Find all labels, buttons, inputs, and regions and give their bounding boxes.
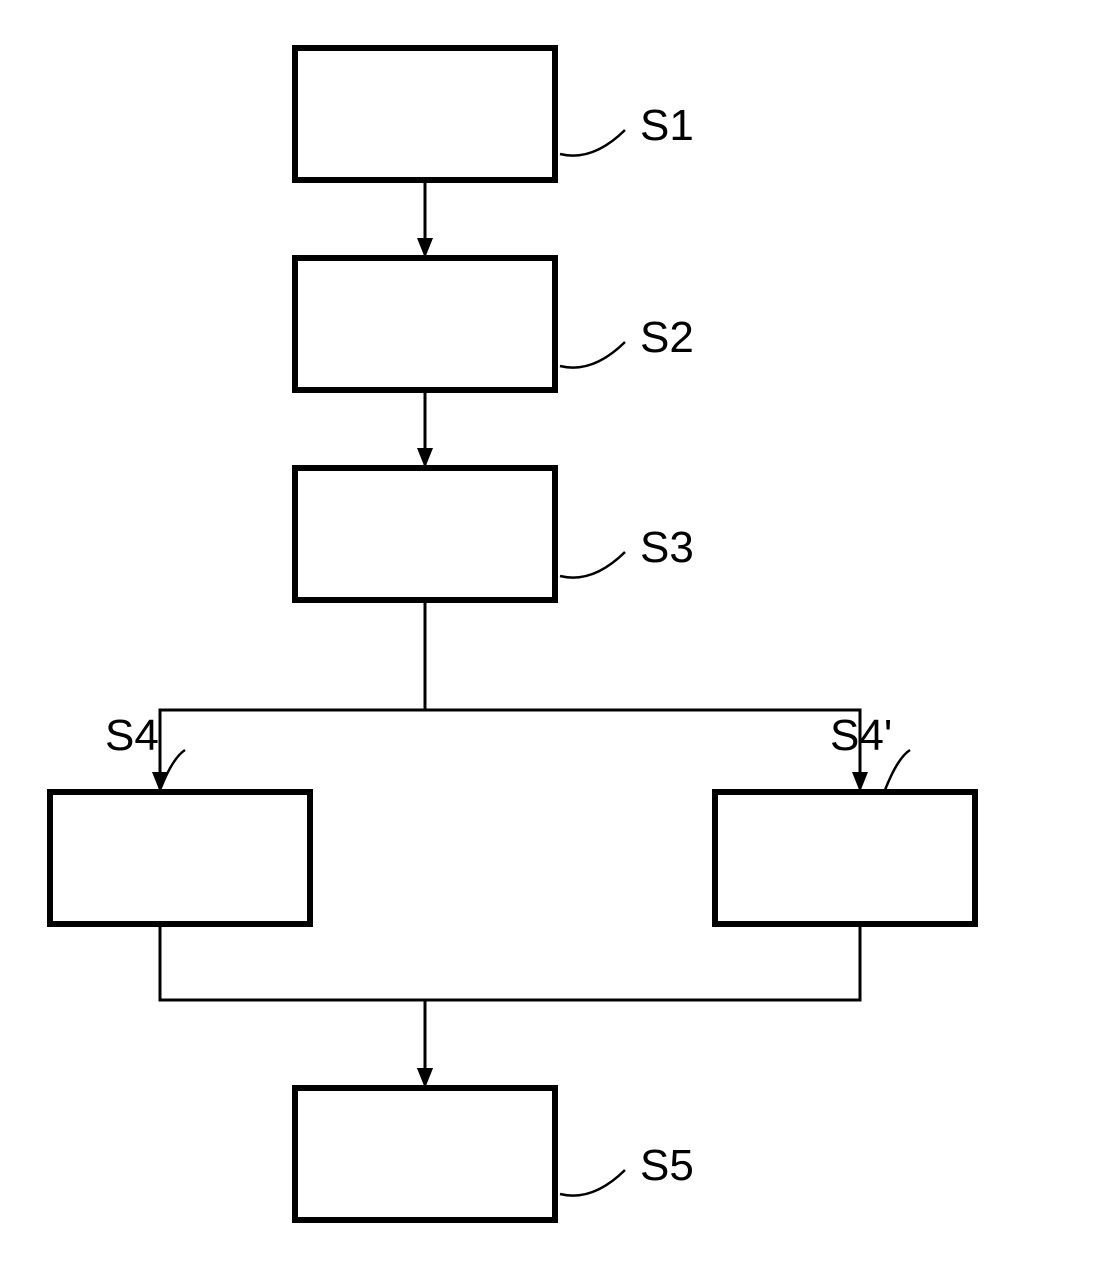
node-label-S4: S4: [105, 711, 159, 760]
flow-node-S4: [50, 792, 310, 924]
flow-node-S5: [295, 1088, 555, 1220]
edge-S3-S4: [160, 600, 425, 792]
leader-S2: [560, 342, 625, 368]
node-label-S2: S2: [640, 313, 694, 362]
leader-S1: [560, 130, 625, 156]
flow-node-S1: [295, 48, 555, 180]
edge-S3-S4p: [425, 600, 860, 792]
leader-S5: [560, 1170, 625, 1196]
flowchart-diagram: S1 S2 S3 S4 S4' S5: [0, 0, 1096, 1266]
leader-S4: [160, 750, 185, 790]
edge-S4p-S5: [425, 924, 860, 1088]
nodes-layer: S1 S2 S3 S4 S4' S5: [50, 48, 975, 1220]
edge-S4-S5: [160, 924, 425, 1088]
node-label-S3: S3: [640, 523, 694, 572]
flow-node-S2: [295, 258, 555, 390]
flow-node-S3: [295, 468, 555, 600]
node-label-S5: S5: [640, 1141, 694, 1190]
node-label-S1: S1: [640, 101, 694, 150]
leader-S3: [560, 552, 625, 578]
flow-node-S4p: [715, 792, 975, 924]
node-label-S4p: S4': [830, 711, 892, 760]
